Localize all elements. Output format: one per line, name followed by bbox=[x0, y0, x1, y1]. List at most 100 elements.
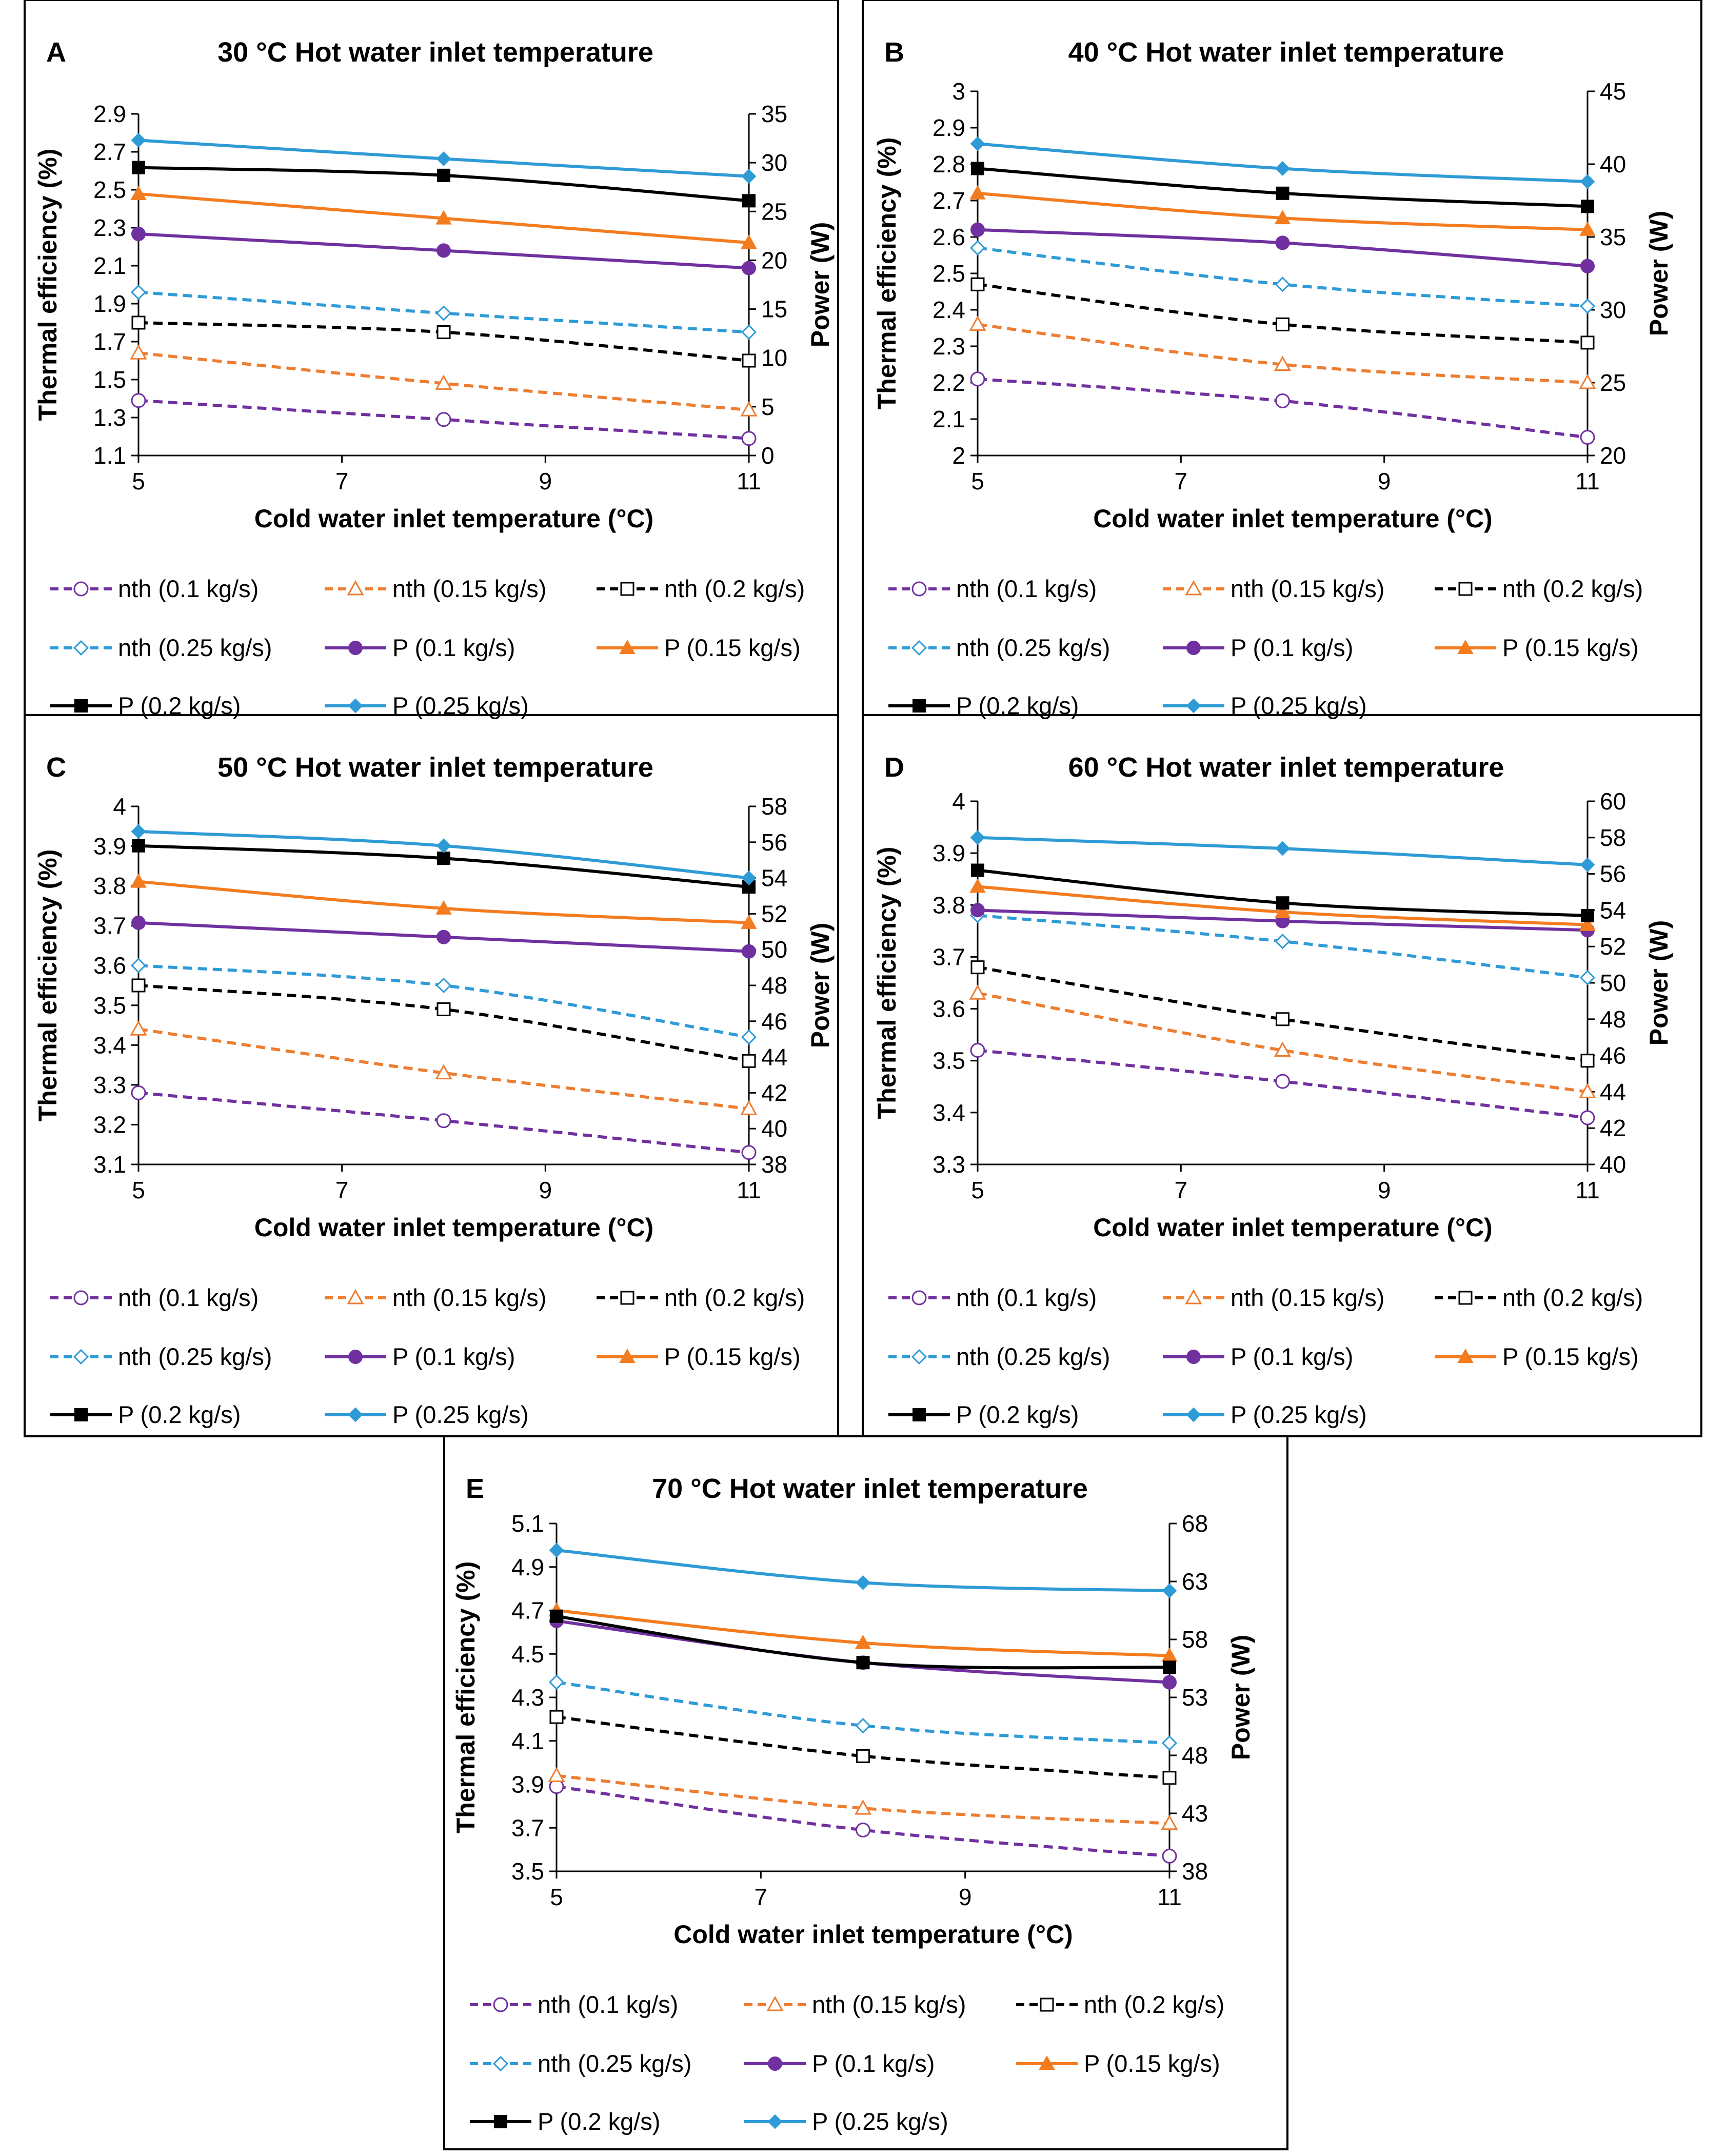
x-axis-label: Cold water inlet temperature (°C) bbox=[254, 504, 653, 533]
data-point bbox=[741, 1029, 757, 1045]
data-point bbox=[742, 261, 756, 275]
y-tick-label: 1.1 bbox=[93, 442, 126, 469]
series-line bbox=[556, 1785, 1170, 1858]
x-tick-label: 11 bbox=[737, 468, 761, 495]
panel-letter: E bbox=[466, 1473, 484, 1504]
y2-tick-label: 10 bbox=[761, 345, 787, 371]
data-point bbox=[1581, 909, 1594, 923]
series-nth-nth-0-2 bbox=[131, 978, 756, 1068]
legend-marker bbox=[1186, 641, 1201, 655]
legend-label: P (0.15 kg/s) bbox=[1502, 1343, 1639, 1370]
data-point bbox=[856, 1575, 870, 1590]
data-point bbox=[435, 374, 452, 390]
legend-item: P (0.2 kg/s) bbox=[888, 692, 1079, 719]
data-point bbox=[1579, 916, 1596, 931]
data-point bbox=[741, 169, 757, 184]
data-point bbox=[1274, 355, 1292, 371]
series-nth-nth-0-15 bbox=[969, 984, 1596, 1098]
data-point bbox=[131, 315, 146, 330]
series-power-p-0-15 bbox=[969, 878, 1596, 931]
data-point bbox=[1162, 1848, 1177, 1864]
data-point bbox=[1580, 1110, 1595, 1125]
legend-label: P (0.1 kg/s) bbox=[1231, 634, 1353, 661]
y-tick-label: 3.7 bbox=[511, 1814, 544, 1841]
series-line bbox=[977, 283, 1588, 344]
y2-tick-label: 48 bbox=[1182, 1742, 1208, 1769]
y-tick-label: 1.5 bbox=[93, 366, 126, 393]
data-point bbox=[437, 1002, 451, 1017]
x-tick-label: 5 bbox=[132, 468, 145, 495]
series-nth-nth-0-25 bbox=[130, 284, 757, 340]
legend-label: P (0.1 kg/s) bbox=[392, 1343, 515, 1370]
panel-letter: B bbox=[884, 37, 904, 68]
x-tick-label: 7 bbox=[335, 468, 349, 495]
series-line bbox=[977, 323, 1588, 384]
legend-label: nth (0.1 kg/s) bbox=[538, 1991, 678, 2018]
legend-label: P (0.2 kg/s) bbox=[956, 1401, 1079, 1428]
legend-item: nth (0.15 kg/s) bbox=[1163, 1284, 1384, 1311]
series-line bbox=[138, 964, 749, 1039]
x-axis-label: Cold water inlet temperature (°C) bbox=[1093, 1213, 1492, 1242]
data-point bbox=[1275, 161, 1290, 176]
legend-marker bbox=[73, 1290, 89, 1306]
data-point bbox=[435, 977, 452, 994]
data-point bbox=[742, 944, 756, 959]
data-point bbox=[970, 903, 985, 918]
y2-tick-label: 52 bbox=[761, 900, 787, 927]
data-point bbox=[437, 168, 450, 182]
y2-axis-label: Power (W) bbox=[1644, 211, 1673, 336]
legend-label: P (0.1 kg/s) bbox=[392, 634, 515, 661]
series-line bbox=[977, 965, 1588, 1062]
y2-tick-label: 38 bbox=[1182, 1858, 1208, 1885]
data-point bbox=[855, 1717, 871, 1734]
data-point bbox=[740, 401, 758, 417]
y-tick-label: 3.8 bbox=[933, 892, 965, 918]
y2-tick-label: 58 bbox=[1600, 824, 1626, 851]
y-tick-label: 5.1 bbox=[511, 1510, 544, 1537]
panel-title: 30 °C Hot water inlet temperature bbox=[217, 37, 653, 68]
legend-label: nth (0.2 kg/s) bbox=[1084, 1991, 1224, 2018]
legend-item: nth (0.15 kg/s) bbox=[325, 575, 546, 602]
data-point bbox=[854, 1799, 872, 1815]
data-point bbox=[130, 958, 147, 974]
legend: nth (0.1 kg/s) nth (0.15 kg/s) nth (0.2 kg… bbox=[888, 1284, 1643, 1428]
y-tick-label: 2.4 bbox=[933, 296, 965, 323]
legend-item: nth (0.15 kg/s) bbox=[1163, 575, 1384, 602]
legend-marker bbox=[620, 582, 634, 596]
series-line bbox=[977, 246, 1588, 308]
data-point bbox=[549, 1710, 564, 1724]
x-tick-label: 9 bbox=[1378, 1177, 1391, 1203]
y2-tick-label: 46 bbox=[761, 1008, 787, 1035]
panel-a: A 30 °C Hot water inlet temperature 1.1 1.3… bbox=[24, 0, 839, 719]
y-tick-label: 3.6 bbox=[933, 996, 965, 1022]
legend-marker bbox=[493, 1997, 508, 2012]
y-tick-label: 3.9 bbox=[511, 1771, 544, 1798]
series-power-p-0-15 bbox=[130, 185, 757, 249]
legend-marker bbox=[911, 581, 927, 597]
legend-label: nth (0.2 kg/s) bbox=[1502, 1284, 1643, 1311]
data-point bbox=[435, 1064, 452, 1080]
legend-label: P (0.25 kg/s) bbox=[1231, 1401, 1367, 1428]
y-tick-label: 3.7 bbox=[93, 913, 126, 939]
y-tick-label: 2.5 bbox=[933, 260, 965, 287]
data-point bbox=[1275, 933, 1291, 950]
data-point bbox=[742, 353, 756, 368]
y2-tick-label: 42 bbox=[761, 1079, 787, 1106]
legend-item: P (0.15 kg/s) bbox=[597, 634, 801, 661]
legend-item: nth (0.2 kg/s) bbox=[597, 1284, 805, 1311]
x-tick-label: 5 bbox=[971, 1177, 984, 1203]
x-tick-label: 9 bbox=[959, 1884, 972, 1910]
x-tick-label: 9 bbox=[539, 468, 552, 495]
legend-label: P (0.2 kg/s) bbox=[118, 1401, 241, 1428]
x-tick-label: 5 bbox=[971, 468, 984, 495]
x-tick-label: 11 bbox=[1575, 1177, 1600, 1203]
legend-label: nth (0.15 kg/s) bbox=[392, 1284, 546, 1311]
y2-tick-label: 53 bbox=[1182, 1684, 1208, 1711]
series-nth-nth-0-2 bbox=[970, 277, 1595, 350]
y-tick-label: 4.1 bbox=[511, 1728, 544, 1754]
data-point bbox=[741, 1145, 757, 1160]
data-point bbox=[132, 161, 145, 174]
y2-tick-label: 50 bbox=[761, 936, 787, 963]
y2-tick-label: 56 bbox=[1600, 861, 1626, 887]
legend-marker bbox=[74, 699, 88, 713]
